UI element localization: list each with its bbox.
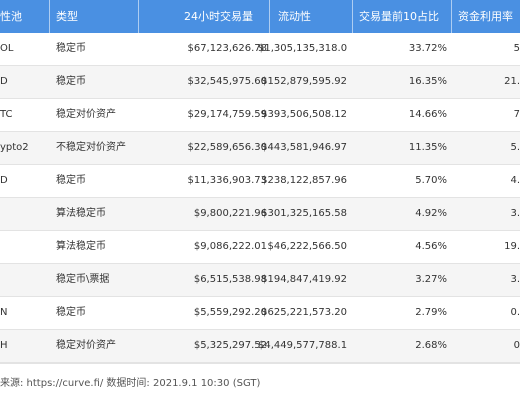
pool-name [0,198,47,230]
pool-name: TC [0,109,13,120]
pool-type: 稳定币 [56,76,86,87]
liquidity-value: $238,122,857.96 [261,175,347,186]
table-row: N 稳定币 $5,559,292.20 $625,221,573.20 2.79… [0,297,520,330]
pool-type: 算法稳定币 [56,241,106,252]
pool-name: ypto2 [0,142,29,153]
liquidity-value: $46,222,566.50 [267,241,347,252]
column-divider [451,0,452,33]
volume-24h: $22,589,656.30 [187,142,267,153]
column-header-liquidity: 流动性 [278,10,311,23]
top10-share: 4.92% [415,208,447,219]
column-header-top10-share: 交易量前10占比 [359,10,439,23]
pool-type: 稳定对价资产 [56,109,116,120]
utilization-value: 7 [513,109,520,120]
pool-type: 稳定币 [56,307,86,318]
data-source-note: 来源: https://curve.fi/ 数据时间: 2021.9.1 10:… [0,378,261,389]
table-row: H 稳定对价资产 $5,325,297.52 $4,449,577,788.19… [0,330,520,363]
utilization-value: 0. [510,307,520,318]
volume-24h: $11,336,903.73 [187,175,267,186]
volume-24h: $5,325,297.52 [193,340,267,351]
table-row: 算法稳定币 $9,086,222.01 $46,222,566.50 4.56%… [0,231,520,264]
pool-type: 稳定币 [56,175,86,186]
volume-24h: $32,545,975.60 [187,76,267,87]
pool-type: 稳定币\票据 [56,274,110,285]
pool-type: 稳定币 [56,43,86,54]
volume-24h: $9,800,221.96 [193,208,267,219]
pool-type: 稳定对价资产 [56,340,116,351]
liquidity-value: $393,506,508.12 [261,109,347,120]
column-divider [352,0,353,33]
top10-share: 2.79% [415,307,447,318]
table-row: D 稳定币 $11,336,903.73 $238,122,857.96 5.7… [0,165,520,198]
top10-share: 33.72% [408,43,447,54]
column-divider [49,0,50,33]
liquidity-value: $443,581,946.97 [261,142,347,153]
liquidity-value: $4,449,577,788.19 [258,340,347,351]
top10-share: 5.70% [415,175,447,186]
top10-share: 4.56% [415,241,447,252]
pool-type: 不稳定对价资产 [56,142,126,153]
utilization-value: 5 [513,43,520,54]
table-header: 性池 类型 24小时交易量 流动性 交易量前10占比 资金利用率 [0,0,520,33]
utilization-value: 5. [510,142,520,153]
table-row: OL 稳定币 $67,123,626.78 $1,305,135,318.02 … [0,33,520,66]
table-row: D 稳定币 $32,545,975.60 $152,879,595.92 16.… [0,66,520,99]
volume-24h: $5,559,292.20 [193,307,267,318]
pool-name: D [0,76,8,87]
top10-share: 2.68% [415,340,447,351]
table-footer: 来源: https://curve.fi/ 数据时间: 2021.9.1 10:… [0,363,520,400]
utilization-value: 3. [510,274,520,285]
volume-24h: $9,086,222.01 [193,241,267,252]
liquidity-value: $194,847,419.92 [261,274,347,285]
table-row: ypto2 不稳定对价资产 $22,589,656.30 $443,581,94… [0,132,520,165]
top10-share: 11.35% [408,142,447,153]
table-row: 稳定币\票据 $6,515,538.98 $194,847,419.92 3.2… [0,264,520,297]
pool-name: OL [0,43,14,54]
column-header-pool: 性池 [0,10,22,23]
volume-24h: $6,515,538.98 [193,274,267,285]
table-row: 算法稳定币 $9,800,221.96 $301,325,165.58 4.92… [0,198,520,231]
pool-name [0,231,47,263]
table-row: TC 稳定对价资产 $29,174,759.59 $393,506,508.12… [0,99,520,132]
pool-name: D [0,175,8,186]
column-divider [138,0,139,33]
liquidity-value: $301,325,165.58 [261,208,347,219]
top10-share: 14.66% [408,109,447,120]
liquidity-value: $625,221,573.20 [261,307,347,318]
liquidity-value: $152,879,595.92 [261,76,347,87]
column-divider [269,0,270,33]
utilization-value: 3. [510,208,520,219]
column-header-type: 类型 [56,10,78,23]
column-header-volume: 24小时交易量 [184,10,253,23]
pool-name [0,264,47,296]
volume-24h: $29,174,759.59 [187,109,267,120]
utilization-value: 4. [510,175,520,186]
utilization-value: 0 [513,340,520,351]
pool-name: N [0,307,8,318]
utilization-value: 19. [504,241,520,252]
utilization-value: 21. [504,76,520,87]
pool-name: H [0,340,8,351]
pool-type: 算法稳定币 [56,208,106,219]
column-header-utilization: 资金利用率 [458,10,513,23]
liquidity-value: $1,305,135,318.02 [258,43,347,54]
top10-share: 16.35% [408,76,447,87]
top10-share: 3.27% [415,274,447,285]
volume-24h: $67,123,626.78 [187,43,267,54]
